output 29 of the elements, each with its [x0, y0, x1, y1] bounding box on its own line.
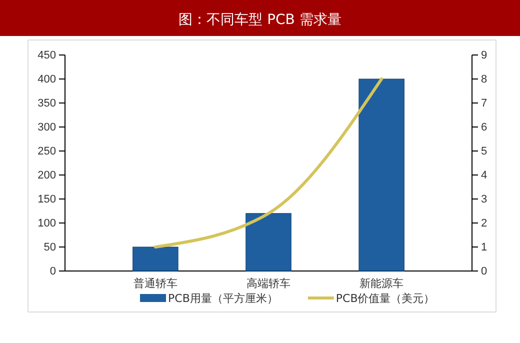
y2-tick-label: 1 [481, 242, 488, 254]
y-tick-label: 0 [50, 266, 56, 278]
y2-tick-label: 8 [481, 74, 488, 86]
y2-tick-label: 3 [481, 194, 488, 206]
bar [132, 246, 178, 272]
y-tick-label: 300 [38, 122, 56, 134]
y-tick-label: 150 [38, 194, 56, 206]
bar [246, 213, 292, 272]
y2-tick-label: 5 [481, 146, 488, 158]
x-tick-label: 新能源车 [360, 276, 404, 290]
y-tick-label: 200 [38, 170, 56, 182]
y2-tick-label: 4 [481, 170, 488, 182]
y2-tick-label: 7 [481, 98, 488, 110]
y2-tick-label: 2 [481, 218, 488, 230]
x-tick-label: 普通轿车 [133, 276, 178, 290]
y-tick-label: 350 [38, 98, 56, 110]
y-tick-label: 100 [38, 218, 56, 230]
y2-tick-label: 0 [481, 266, 488, 278]
legend-label: PCB用量（平方厘米） [168, 292, 278, 305]
bar [358, 78, 404, 272]
y-tick-label: 450 [38, 50, 56, 62]
y-tick-label: 400 [38, 74, 56, 86]
legend-label: PCB价值量（美元） [336, 292, 435, 305]
chart-title: 图：不同车型 PCB 需求量 [178, 12, 342, 28]
x-tick-label: 高端轿车 [246, 276, 290, 290]
y2-tick-label: 6 [481, 122, 488, 134]
y2-tick-label: 9 [481, 50, 488, 62]
y-tick-label: 50 [44, 242, 56, 254]
y-tick-label: 250 [38, 146, 56, 158]
